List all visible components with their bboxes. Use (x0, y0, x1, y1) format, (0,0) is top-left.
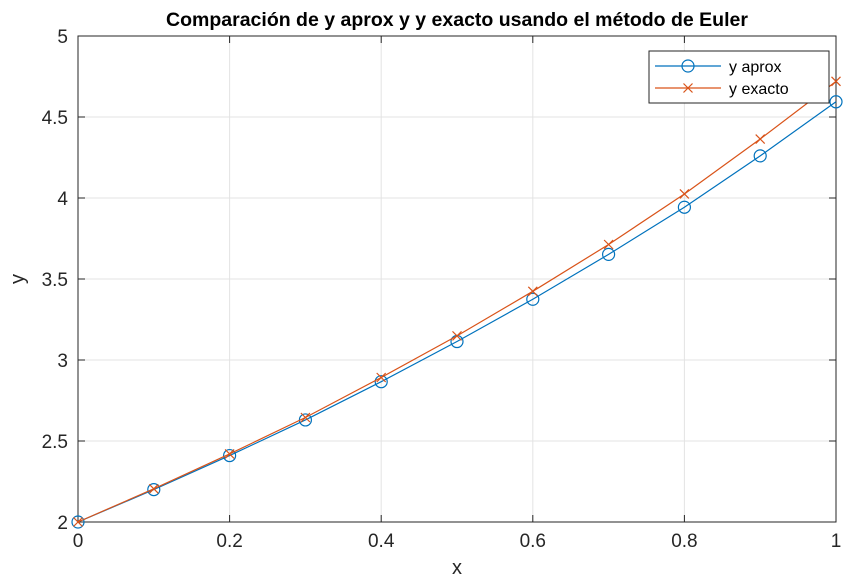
series-y-exacto (73, 76, 841, 527)
data-point-cross (224, 449, 235, 459)
data-point-cross (452, 330, 462, 341)
series-line (77, 80, 837, 523)
data-point-circle (223, 448, 237, 463)
y-tick-label: 4.5 (42, 108, 68, 129)
y-axis-label: y (7, 274, 29, 284)
data-point-cross (831, 76, 841, 87)
series-y-aprox (71, 95, 843, 529)
x-tick-label: 0.4 (368, 531, 395, 552)
y-tick-label: 3 (57, 351, 68, 372)
legend: y aprox y exacto (648, 50, 830, 104)
x-tick-label: 0 (73, 531, 84, 552)
data-point-cross (300, 412, 311, 423)
y-tick-label: 4 (57, 189, 68, 210)
data-point-cross (679, 189, 690, 199)
y-tick-label: 2 (57, 513, 68, 534)
data-point-cross (73, 517, 83, 527)
data-point-circle (374, 375, 388, 389)
data-point-circle (829, 95, 843, 109)
legend-marker (681, 59, 695, 73)
legend-marker (683, 83, 693, 93)
data-point-cross (755, 134, 766, 144)
axis-ticks: 0 0.2 0.4 0.6 0.8 1 2 2.5 3 3.5 4 4.5 5 (42, 27, 842, 552)
data-point-circle (71, 515, 85, 529)
chart-title: Comparación de y aprox y y exacto usando… (166, 9, 748, 31)
legend-label: y exacto (729, 81, 789, 98)
series-line (77, 101, 837, 523)
x-tick-label: 1 (831, 531, 842, 552)
data-point-circle (753, 149, 767, 163)
data-point-cross (148, 483, 159, 494)
data-point-circle (147, 483, 161, 497)
data-point-cross (527, 286, 538, 297)
series-layer (71, 76, 843, 529)
data-point-cross (376, 372, 387, 383)
legend-item: y exacto (655, 81, 789, 98)
x-tick-label: 0.8 (671, 531, 697, 552)
y-tick-label: 5 (57, 27, 68, 48)
grid (77, 35, 837, 523)
data-point-circle (677, 200, 692, 214)
data-point-circle (526, 292, 540, 306)
y-tick-label: 3.5 (42, 270, 68, 291)
legend-item: y aprox (655, 59, 781, 76)
x-tick-label: 0.6 (520, 531, 546, 552)
y-tick-label: 2.5 (42, 432, 68, 453)
data-point-cross (603, 239, 614, 250)
data-point-circle (601, 247, 616, 261)
x-tick-label: 0.2 (216, 531, 242, 552)
x-axis-label: x (452, 557, 462, 579)
legend-box (648, 50, 830, 104)
legend-label: y aprox (729, 59, 781, 76)
